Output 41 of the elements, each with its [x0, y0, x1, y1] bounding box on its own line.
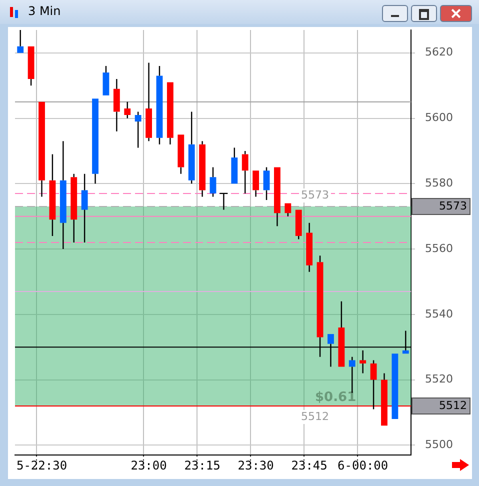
y-tick-label: 5500	[425, 438, 453, 452]
y-tick-label: 5540	[425, 307, 453, 320]
candlestick	[49, 154, 56, 237]
x-tick-label: 23:15	[184, 458, 220, 472]
text: 5573	[439, 199, 467, 212]
x-tick-label: 23:00	[130, 458, 167, 472]
y-tick-label: 5600	[425, 111, 453, 124]
candlestick	[263, 166, 270, 201]
y-tick-label: 5580	[425, 176, 453, 190]
x-tick-label: 5-22:30	[16, 458, 68, 472]
candlestick	[199, 140, 206, 198]
text: 5512	[439, 398, 467, 412]
x-tick-label: 23:45	[291, 458, 328, 472]
ref-line-label: 5512	[301, 410, 329, 423]
chart-title: 3 Min	[28, 4, 61, 18]
candlestick	[306, 222, 313, 273]
candlestick	[166, 82, 174, 146]
candlestick	[134, 111, 142, 148]
ref-line-label: 5573	[301, 188, 329, 202]
candlestick	[252, 170, 260, 198]
y-tick-label: 5520	[425, 372, 453, 386]
candlestick	[242, 150, 248, 194]
y-tick-label: 5620	[425, 46, 453, 59]
candlestick	[274, 167, 280, 227]
candlestick	[188, 111, 195, 184]
candlestick	[113, 78, 120, 132]
candlestick	[17, 29, 24, 53]
y-tick-label: 5560	[425, 242, 453, 255]
candlestick	[60, 140, 66, 250]
candlestick	[70, 173, 78, 244]
candlestick	[124, 101, 131, 119]
candlestick	[38, 102, 45, 198]
candlestick	[210, 166, 216, 198]
candlestick	[81, 173, 88, 244]
x-tick-label: 6-00:00	[338, 458, 388, 472]
candlestick	[360, 350, 366, 374]
x-tick-label: 23:30	[238, 458, 274, 472]
candlestick	[156, 65, 163, 146]
band-label: $0.61	[315, 390, 356, 405]
candlestick	[146, 62, 152, 142]
candlestick	[231, 147, 238, 184]
